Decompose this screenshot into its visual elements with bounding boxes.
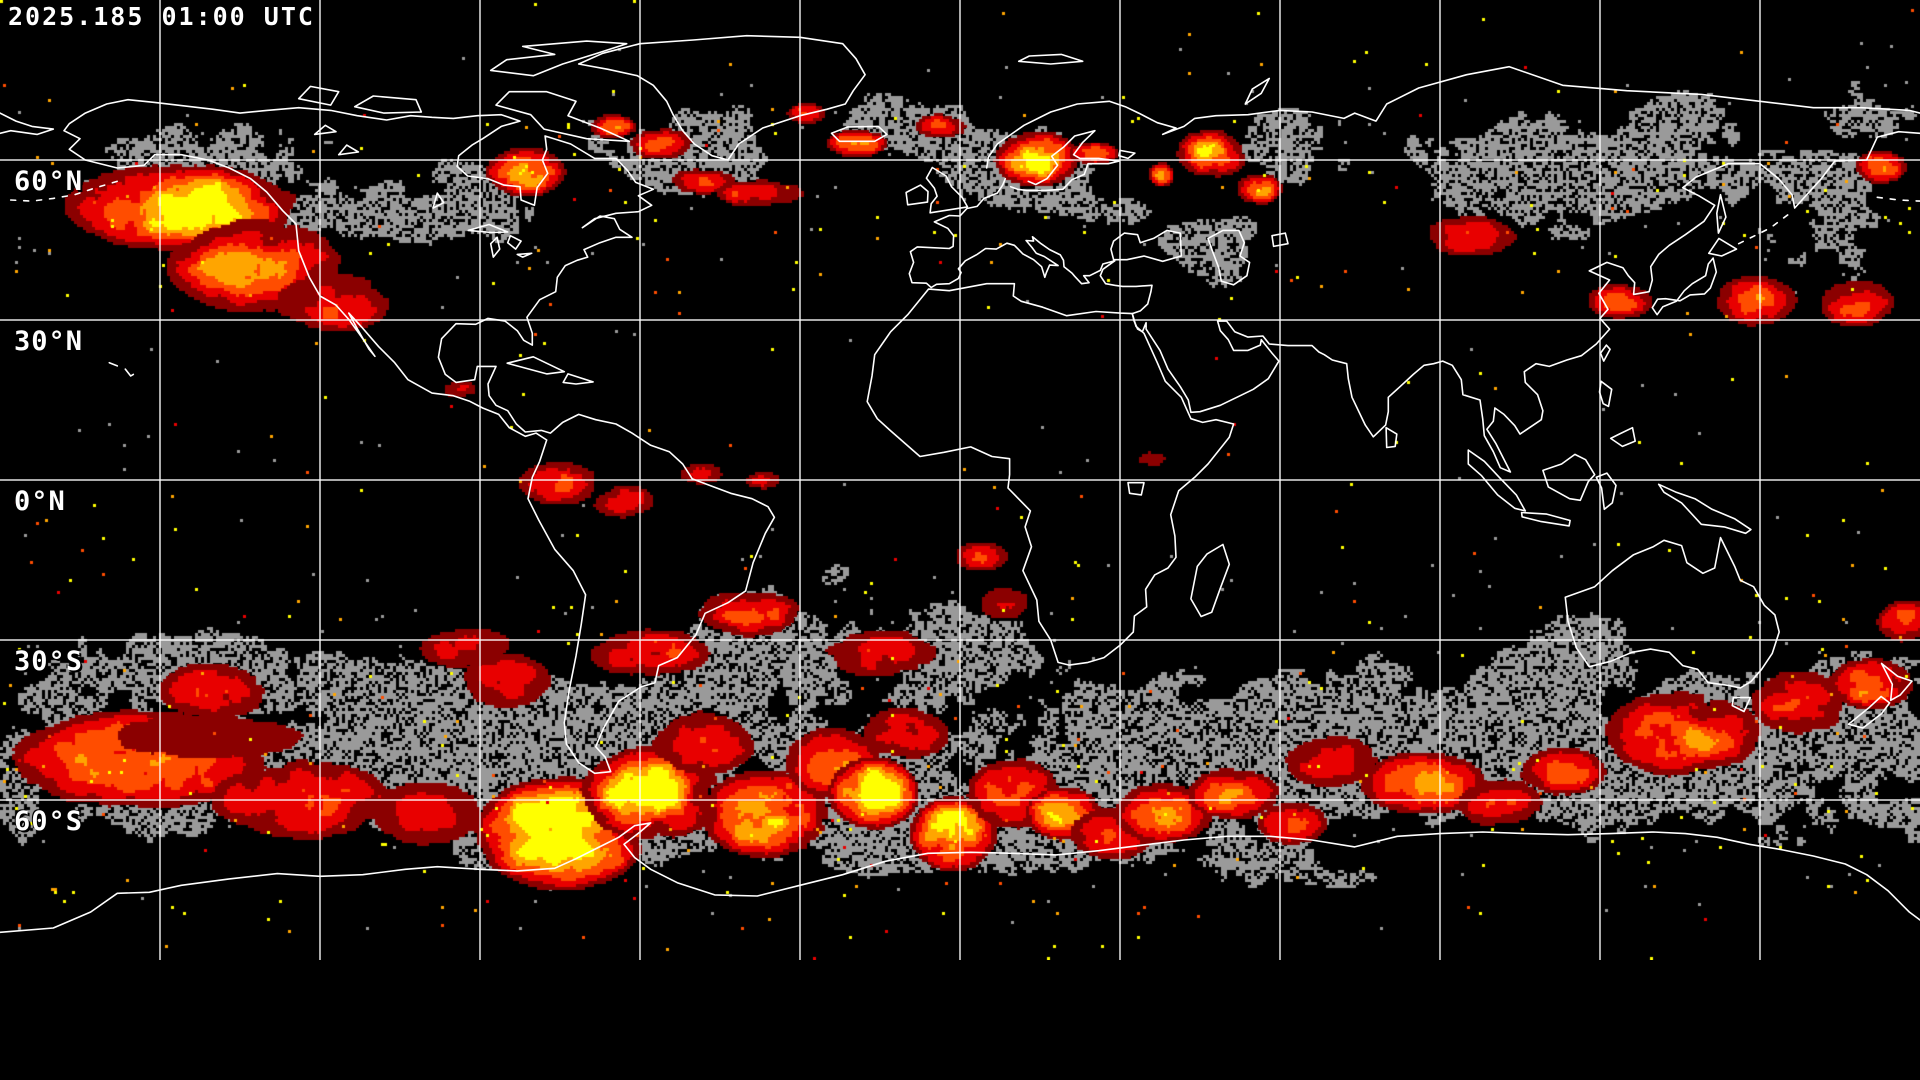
latitude-label: 30°S [14,646,84,677]
coastline [1880,662,1913,702]
coastline [432,192,445,209]
coastline [925,166,969,214]
coastline [1127,481,1145,496]
coastline [1609,426,1636,448]
coastline [1542,453,1596,502]
coastline [1737,210,1793,245]
latitude-label: 60°N [14,166,84,197]
coastline [908,177,1116,289]
coastline [1099,130,1920,473]
coastline [866,282,1235,666]
coastline [1385,426,1398,449]
coastline [1598,380,1613,408]
coastline [1118,149,1136,160]
coastline [1651,257,1718,316]
coastline [1017,53,1084,65]
coastline [1708,237,1738,257]
coastline [1110,229,1183,263]
coastline [506,355,566,375]
coastline [1190,543,1231,618]
coastline [313,124,337,136]
latitude-label: 30°N [14,326,84,357]
coastline [830,125,888,143]
coastline [1595,472,1617,511]
coastline [1599,344,1611,362]
coastline [9,180,119,202]
coastline [0,112,55,136]
coastline [108,361,119,367]
coastline [489,40,628,77]
coastline [516,252,533,258]
timestamp: 2025.185 01:00 UTC [8,2,315,31]
coastline [1564,536,1780,689]
coastline [1847,695,1891,729]
coastline [297,85,340,106]
coastline [506,234,522,250]
latitude-label: 0°N [14,486,66,517]
latitude-label: 60°S [14,806,84,837]
legend-bar: SLW Large Drop Index 13.5-1616-1919-2222… [0,960,1920,1080]
coastline [63,98,776,775]
coastline [353,95,423,114]
coastline [1009,129,1120,192]
coastline [1731,696,1752,713]
coastline [577,34,866,161]
coastline [562,373,594,385]
coastline [1207,229,1251,286]
coastline [1657,483,1752,535]
coastline [1716,193,1727,234]
coastline-graticule-layer [0,0,1920,960]
coastline [1244,77,1271,105]
coastline [1520,511,1571,527]
coastline [467,223,509,234]
coastline [1876,196,1920,202]
coastline [337,144,360,156]
coastline [905,184,929,206]
coastline [1271,232,1289,248]
coastline [124,368,135,377]
coastline [985,65,1920,169]
world-map: 2025.185 01:00 UTC 60°N 30°N 0°N 30°S 60°S [0,0,1920,960]
coastline [0,822,1920,934]
coastline [1467,449,1527,512]
coastline [495,90,631,143]
coastline [489,236,501,258]
